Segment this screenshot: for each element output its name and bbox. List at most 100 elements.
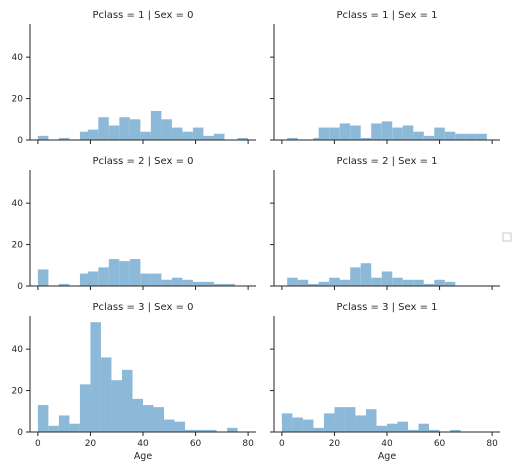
histogram-bar (418, 423, 430, 432)
histogram-bar (87, 271, 99, 286)
histogram-bar (434, 127, 445, 140)
histogram-bar (192, 127, 204, 140)
x-tick-label: 60 (190, 439, 202, 449)
histogram-bar (132, 398, 143, 432)
histogram-bar (192, 281, 204, 286)
histogram-bar (423, 135, 435, 140)
histogram-bar (308, 283, 319, 286)
histogram-bar (171, 127, 183, 140)
facet-panel-5: Pclass = 3 | Sex = 0 0 20 40 0 20 40 60 80 Age (12, 302, 256, 462)
y-tick-label: 40 (12, 199, 24, 209)
y-tick-label: 20 (12, 387, 24, 397)
histogram-bar (444, 131, 456, 140)
histogram-bar (79, 273, 91, 286)
histogram-bar (227, 427, 238, 432)
x-tick-label: 40 (137, 439, 149, 449)
y-tick-label: 40 (12, 53, 24, 63)
facet-title: Pclass = 1 | Sex = 1 (336, 10, 437, 21)
histogram-bar (329, 277, 340, 286)
histogram-bar (329, 127, 340, 140)
x-tick-label: 0 (35, 439, 41, 449)
histogram-bar (355, 415, 366, 432)
histogram-bar (98, 117, 109, 140)
x-tick-label: 0 (279, 439, 285, 449)
facet-title: Pclass = 2 | Sex = 0 (92, 156, 193, 167)
histogram-bar (164, 419, 175, 432)
histogram-bar (153, 407, 165, 432)
histogram-bar (339, 123, 351, 140)
facet-panel-6: Pclass = 3 | Sex = 1 0 20 40 60 80 Age (270, 302, 500, 462)
histogram-bar (334, 407, 345, 432)
facet-panel-2: Pclass = 1 | Sex = 1 (270, 10, 500, 144)
histogram-bar (408, 429, 419, 432)
histogram-bar (413, 131, 424, 140)
y-tick-label: 40 (12, 345, 24, 355)
histogram-bar (203, 135, 214, 140)
histogram-bar (90, 322, 101, 432)
histogram-bar (213, 133, 225, 140)
histogram-bar (171, 277, 183, 286)
histogram-bar (392, 127, 403, 140)
histogram-bar (376, 425, 387, 432)
histogram-bar (397, 421, 409, 432)
y-tick-label: 20 (12, 95, 24, 105)
histogram-bar (58, 137, 70, 140)
facet-panel-4: Pclass = 2 | Sex = 1 (270, 156, 500, 290)
y-tick-label: 0 (17, 282, 23, 292)
histogram-bar (37, 269, 49, 286)
histogram-bar (129, 119, 141, 140)
histogram-bar (444, 281, 456, 286)
histogram-bar (111, 380, 122, 432)
histogram-bar (402, 125, 414, 140)
histogram-bar (476, 133, 487, 140)
histogram-bar (465, 133, 477, 140)
histogram-bar (161, 279, 172, 286)
y-tick-label: 20 (12, 241, 24, 251)
histogram-bar (450, 429, 461, 432)
histogram-bar (161, 119, 172, 140)
histogram-bar (37, 135, 49, 140)
facet-title: Pclass = 3 | Sex = 1 (336, 302, 437, 313)
histogram-bar (381, 121, 393, 140)
x-axis-label: Age (134, 451, 153, 462)
histogram-bar (350, 125, 361, 140)
histogram-bar (119, 261, 130, 286)
histogram-bar (108, 259, 120, 286)
histogram-bar (69, 423, 80, 432)
histogram-bar (150, 111, 162, 140)
histogram-bar (143, 405, 154, 432)
x-tick-label: 20 (85, 439, 97, 449)
histogram-bar (100, 357, 112, 432)
histogram-bar (237, 137, 249, 140)
histogram-bar (318, 281, 330, 286)
histogram-bar (174, 421, 186, 432)
histogram-bar (224, 283, 235, 286)
histogram-bar (413, 279, 424, 286)
histogram-bar (287, 137, 298, 140)
histogram-bar (119, 117, 130, 140)
histogram-bar (281, 413, 293, 432)
histogram-bar (150, 273, 162, 286)
histogram-bar (98, 267, 109, 286)
histogram-bar (58, 283, 70, 286)
histogram-bar (129, 259, 141, 286)
histogram-bar (206, 429, 217, 432)
histogram-bar (429, 429, 440, 432)
histogram-bar (350, 267, 361, 286)
histogram-bar (79, 131, 91, 140)
histogram-bar (195, 429, 207, 432)
x-tick-label: 60 (434, 439, 446, 449)
histogram-bar (360, 263, 372, 286)
histogram-bar (323, 413, 335, 432)
histogram-bar (318, 127, 330, 140)
histogram-bar (302, 419, 314, 432)
histogram-bar (292, 417, 303, 432)
histogram-bar (87, 129, 99, 140)
histogram-bar (79, 384, 91, 432)
histogram-bar (387, 423, 398, 432)
x-tick-label: 40 (381, 439, 393, 449)
histogram-bar (381, 271, 393, 286)
facet-panel-3: Pclass = 2 | Sex = 0 0 20 40 (12, 156, 256, 292)
facet-panel-1: Pclass = 1 | Sex = 0 0 20 40 (12, 10, 256, 146)
